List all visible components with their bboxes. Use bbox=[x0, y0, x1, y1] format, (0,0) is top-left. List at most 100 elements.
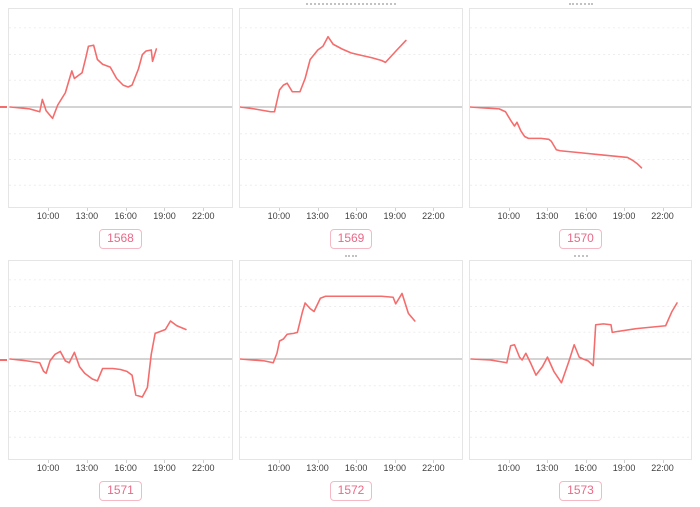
x-tick-mark bbox=[203, 208, 205, 211]
clipped-chart-title bbox=[306, 3, 396, 5]
x-tick-mark bbox=[317, 208, 319, 211]
x-tick-label: 13:00 bbox=[75, 463, 99, 473]
x-tick-label: 22:00 bbox=[191, 463, 215, 473]
x-axis: 10:00 13:00 16:00 19:00 22:00 bbox=[8, 208, 233, 224]
line-chart-svg bbox=[9, 27, 232, 186]
series-line bbox=[240, 35, 407, 113]
x-tick-mark bbox=[624, 208, 626, 211]
chart-label-row: 1572 bbox=[239, 481, 463, 502]
chart-label-row: 1570 bbox=[469, 229, 692, 250]
chart-id-tag-1570[interactable]: 1570 bbox=[559, 229, 602, 249]
chart-panel-1568: 10:00 13:00 16:00 19:00 22:00 1568 bbox=[8, 8, 233, 250]
chart-panel-1569: 10:00 13:00 16:00 19:00 22:00 1569 bbox=[239, 3, 463, 250]
x-tick-mark bbox=[317, 460, 319, 463]
chart-id-tag-1571[interactable]: 1571 bbox=[99, 481, 142, 501]
x-tick-label: 19:00 bbox=[153, 463, 176, 473]
x-tick-mark bbox=[547, 460, 549, 463]
x-tick-mark bbox=[86, 460, 88, 463]
x-tick-label: 10:00 bbox=[36, 463, 60, 473]
clipped-line-edge-row2 bbox=[0, 359, 7, 361]
chart-label-row: 1568 bbox=[8, 229, 233, 250]
chart-label-row: 1573 bbox=[469, 481, 692, 502]
x-axis: 10:00 13:00 16:00 19:00 22:00 bbox=[469, 460, 692, 476]
x-tick-mark bbox=[278, 460, 280, 463]
chart-label-row: 1569 bbox=[239, 229, 463, 250]
clipped-chart-title bbox=[345, 255, 357, 257]
line-chart-svg bbox=[240, 27, 462, 186]
x-tick-mark bbox=[394, 208, 396, 211]
x-tick-label: 13:00 bbox=[306, 211, 329, 221]
clipped-line-edge-row1 bbox=[0, 106, 7, 108]
x-tick-mark bbox=[585, 208, 587, 211]
x-tick-label: 16:00 bbox=[344, 211, 368, 221]
x-axis: 10:00 13:00 16:00 19:00 22:00 bbox=[239, 208, 463, 224]
x-tick-label: 16:00 bbox=[114, 211, 137, 221]
x-tick-label: 10:00 bbox=[36, 211, 60, 221]
x-tick-mark bbox=[125, 208, 127, 211]
chart-id-tag-1572[interactable]: 1572 bbox=[329, 481, 373, 501]
x-tick-mark bbox=[48, 460, 50, 463]
series-line bbox=[240, 292, 416, 364]
x-tick-label: 10:00 bbox=[497, 211, 520, 221]
chart-panel-1570: 10:00 13:00 16:00 19:00 22:00 1570 bbox=[469, 3, 692, 250]
x-tick-label: 10:00 bbox=[267, 463, 291, 473]
x-tick-label: 19:00 bbox=[383, 211, 407, 221]
chart-panel-1571: 10:00 13:00 16:00 19:00 22:00 1571 bbox=[8, 260, 233, 502]
x-tick-label: 16:00 bbox=[574, 211, 597, 221]
x-tick-mark bbox=[164, 208, 166, 211]
x-tick-label: 22:00 bbox=[191, 211, 215, 221]
x-tick-mark bbox=[508, 208, 510, 211]
x-tick-label: 10:00 bbox=[267, 211, 291, 221]
x-tick-mark bbox=[203, 460, 205, 463]
series-line bbox=[470, 302, 678, 384]
x-tick-mark bbox=[433, 208, 435, 211]
clipped-chart-title bbox=[568, 3, 593, 5]
chart-id-tag-1573[interactable]: 1573 bbox=[559, 481, 602, 501]
line-chart-svg bbox=[470, 27, 691, 186]
line-chart-plot bbox=[239, 8, 463, 208]
x-axis: 10:00 13:00 16:00 19:00 22:00 bbox=[469, 208, 692, 224]
x-tick-label: 13:00 bbox=[75, 211, 99, 221]
x-tick-mark bbox=[86, 208, 88, 211]
line-chart-plot bbox=[469, 260, 692, 460]
x-tick-label: 13:00 bbox=[306, 463, 329, 473]
x-tick-mark bbox=[624, 460, 626, 463]
line-chart-svg bbox=[9, 279, 232, 438]
x-tick-label: 16:00 bbox=[114, 463, 137, 473]
line-chart-plot bbox=[8, 260, 233, 460]
x-tick-mark bbox=[508, 460, 510, 463]
line-chart-svg bbox=[240, 279, 462, 438]
x-tick-mark bbox=[164, 460, 166, 463]
chart-id-tag-1569[interactable]: 1569 bbox=[329, 229, 373, 249]
x-tick-label: 16:00 bbox=[344, 463, 368, 473]
x-tick-label: 19:00 bbox=[612, 463, 636, 473]
x-tick-label: 22:00 bbox=[422, 463, 445, 473]
series-line bbox=[9, 320, 187, 398]
x-tick-mark bbox=[125, 460, 127, 463]
x-tick-label: 13:00 bbox=[535, 463, 559, 473]
x-axis: 10:00 13:00 16:00 19:00 22:00 bbox=[239, 460, 463, 476]
x-tick-label: 19:00 bbox=[383, 463, 407, 473]
x-tick-mark bbox=[662, 460, 664, 463]
chart-id-tag-1568[interactable]: 1568 bbox=[99, 229, 142, 249]
line-chart-svg bbox=[470, 279, 691, 438]
x-tick-mark bbox=[356, 208, 358, 211]
x-tick-label: 22:00 bbox=[651, 211, 674, 221]
x-tick-label: 22:00 bbox=[422, 211, 445, 221]
x-tick-mark bbox=[356, 460, 358, 463]
x-tick-mark bbox=[547, 208, 549, 211]
x-tick-mark bbox=[662, 208, 664, 211]
x-tick-label: 16:00 bbox=[574, 463, 597, 473]
series-line bbox=[470, 106, 643, 169]
x-tick-mark bbox=[278, 208, 280, 211]
line-chart-plot bbox=[239, 260, 463, 460]
chart-panel-1572: 10:00 13:00 16:00 19:00 22:00 1572 bbox=[239, 255, 463, 502]
x-tick-label: 19:00 bbox=[153, 211, 176, 221]
x-tick-label: 10:00 bbox=[497, 463, 520, 473]
x-axis: 10:00 13:00 16:00 19:00 22:00 bbox=[8, 460, 233, 476]
chart-label-row: 1571 bbox=[8, 481, 233, 502]
line-chart-plot bbox=[469, 8, 692, 208]
x-tick-label: 19:00 bbox=[612, 211, 636, 221]
x-tick-mark bbox=[585, 460, 587, 463]
